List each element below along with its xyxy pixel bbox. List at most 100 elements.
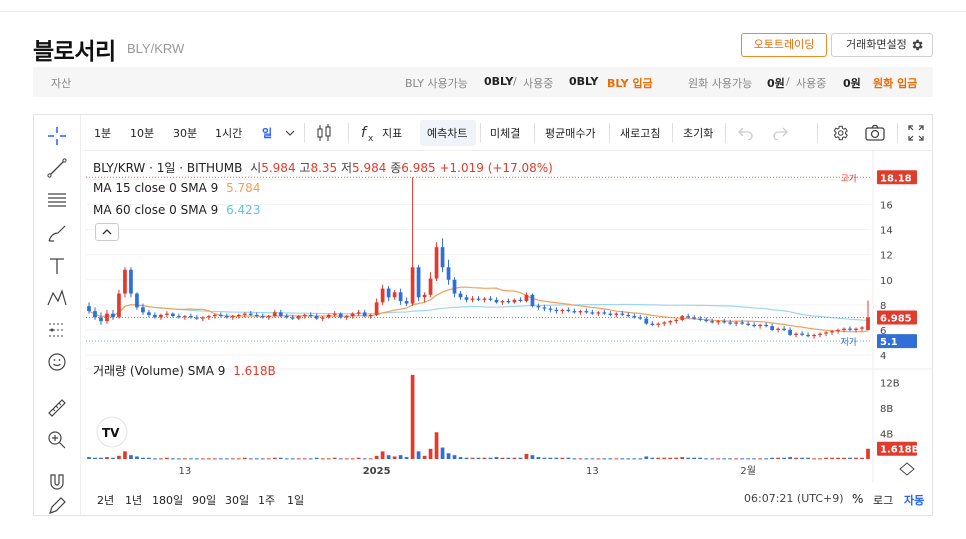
candle-body <box>189 316 193 318</box>
price-tick: 16 <box>880 201 893 212</box>
fib-tool[interactable] <box>44 187 70 213</box>
candle-type-icon[interactable] <box>316 124 332 142</box>
interval-30m[interactable]: 30분 <box>173 127 198 140</box>
volume-bar <box>800 457 804 459</box>
candle-body <box>332 313 337 315</box>
candle-body <box>428 278 433 295</box>
range-1w[interactable]: 1주 <box>258 494 276 507</box>
price-tick: 10 <box>880 276 893 287</box>
camera-icon[interactable] <box>865 124 885 142</box>
reset-button[interactable]: 초기화 <box>683 127 714 140</box>
volume-bar <box>680 457 685 459</box>
volume-bar <box>123 451 127 459</box>
magnet-tool[interactable] <box>44 469 70 495</box>
range-90d[interactable]: 90일 <box>192 494 217 507</box>
forecast-chart-button[interactable]: 예측차트 <box>427 127 468 140</box>
candle-body <box>710 321 715 323</box>
percent-toggle[interactable]: % <box>852 492 864 506</box>
current-price-badge: 6.985 <box>880 314 912 325</box>
emoji-tool[interactable] <box>44 349 70 375</box>
volume-bar <box>848 457 852 459</box>
volume-bar <box>212 458 217 460</box>
candle-body <box>183 316 187 318</box>
auto-trading-button[interactable]: 오토트레이딩 <box>741 33 827 57</box>
range-30d[interactable]: 30일 <box>225 494 250 507</box>
chevron-down-icon[interactable] <box>285 128 295 138</box>
bly-available-label: BLY 사용가능 <box>405 77 468 90</box>
candle-body <box>818 333 822 335</box>
volume-bar <box>135 456 139 459</box>
interval-1h[interactable]: 1시간 <box>215 127 243 140</box>
candle-body <box>674 319 679 322</box>
avg-buy-price-button[interactable]: 평균매수가 <box>545 127 596 140</box>
volume-bar <box>356 457 361 459</box>
volume-bar <box>326 458 331 460</box>
unfilled-orders-button[interactable]: 미체결 <box>490 127 521 140</box>
prediction-tool[interactable] <box>44 317 70 343</box>
candle-body <box>524 294 529 302</box>
log-toggle[interactable]: 로그 <box>873 494 894 507</box>
candle-body <box>254 314 259 317</box>
redo-icon[interactable] <box>772 126 788 140</box>
ruler-tool[interactable] <box>44 395 70 421</box>
current-price-badge-bg <box>877 310 917 325</box>
bly-available-value: 0BLY <box>484 75 514 88</box>
range-180d[interactable]: 180일 <box>152 494 184 507</box>
candle-body <box>326 314 331 318</box>
candle-body <box>416 267 421 298</box>
candle-body <box>302 314 307 317</box>
prediction-icon <box>49 323 65 337</box>
volume-bar <box>548 457 553 459</box>
candle-body <box>200 317 205 319</box>
range-1d[interactable]: 1일 <box>287 494 305 507</box>
pattern-tool[interactable] <box>44 285 70 311</box>
trade-settings-button[interactable]: 거래화면설정 <box>831 33 933 57</box>
volume-bar <box>854 457 858 459</box>
refresh-button[interactable]: 새로고침 <box>620 127 661 140</box>
candle-body <box>572 311 577 313</box>
volume-bar <box>332 457 337 459</box>
price-tick: 12 <box>880 251 893 262</box>
trend-line-tool[interactable] <box>44 155 70 181</box>
krw-deposit-link[interactable]: 원화 입금 <box>873 77 918 90</box>
interval-day[interactable]: 일 <box>262 127 273 140</box>
volume-bar <box>530 455 535 459</box>
text-tool[interactable] <box>44 253 70 279</box>
volume-bar <box>644 456 649 459</box>
volume-bar <box>290 458 295 460</box>
volume-bar <box>686 457 691 459</box>
range-1y[interactable]: 1년 <box>125 494 143 507</box>
brush-tool[interactable] <box>44 221 70 247</box>
candle-body <box>746 323 751 325</box>
candle-body <box>290 317 295 319</box>
range-2y[interactable]: 2년 <box>97 494 115 507</box>
interval-10m[interactable]: 10분 <box>130 127 155 140</box>
volume-bar <box>428 448 433 459</box>
volume-bar <box>296 458 301 460</box>
candle-body <box>171 313 175 317</box>
auto-toggle[interactable]: 자동 <box>904 494 925 507</box>
undo-icon[interactable] <box>738 126 754 140</box>
candle-body <box>230 316 235 318</box>
volume-bar <box>542 457 547 459</box>
candle-body <box>386 288 391 298</box>
collapse-legend-button[interactable] <box>95 223 119 241</box>
pencil-tool[interactable] <box>44 497 70 515</box>
chart-settings-gear-icon[interactable] <box>831 124 849 142</box>
candle-body <box>842 328 846 330</box>
candle-body <box>380 288 385 303</box>
volume-bar <box>722 458 727 460</box>
indicators-button[interactable]: 지표 <box>382 127 403 140</box>
volume-bar <box>147 457 151 459</box>
interval-1m[interactable]: 1분 <box>94 127 112 140</box>
crosshair-tool[interactable] <box>44 123 70 149</box>
zoom-tool[interactable] <box>44 427 70 453</box>
candle-body <box>698 318 703 320</box>
bly-deposit-link[interactable]: BLY 입금 <box>607 77 653 90</box>
candle-body <box>242 313 247 315</box>
candle-body <box>770 326 774 330</box>
fullscreen-icon[interactable] <box>908 125 924 141</box>
